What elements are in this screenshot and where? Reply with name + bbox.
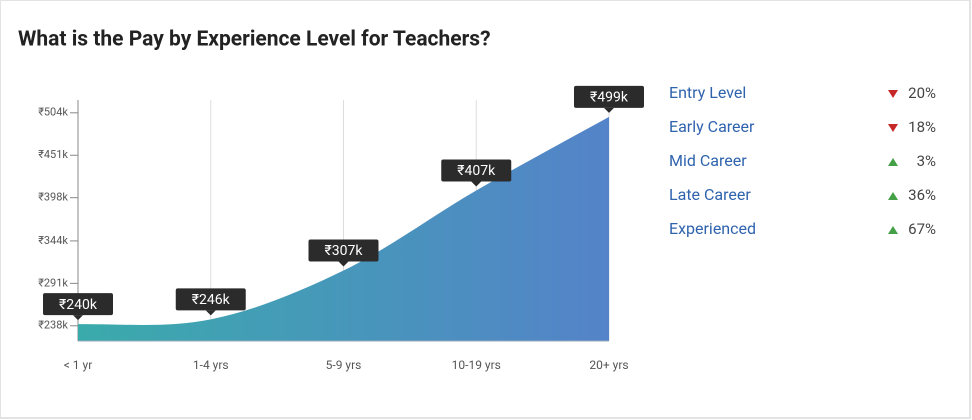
value-label: ₹307k <box>308 239 379 267</box>
level-name: Mid Career <box>669 151 747 170</box>
label-pointer <box>471 181 482 187</box>
value-label-text: ₹246k <box>192 292 231 308</box>
label-pointer <box>338 261 349 267</box>
trend-arrow <box>888 124 898 132</box>
value-label-text: ₹499k <box>590 90 629 106</box>
y-tick-label: ₹238k <box>38 319 68 332</box>
level-name: Early Career <box>669 117 755 136</box>
page-title: What is the Pay by Experience Level for … <box>18 28 491 52</box>
trend-arrow <box>888 90 898 98</box>
level-name: Experienced <box>669 219 756 238</box>
label-box <box>574 85 644 108</box>
value-label: ₹240k <box>43 293 113 321</box>
value-label: ₹407k <box>441 159 512 187</box>
y-tick-label: ₹344k <box>38 234 68 247</box>
label-box <box>43 293 113 316</box>
y-tick-label: ₹291k <box>38 276 68 289</box>
trend-arrow <box>888 158 898 166</box>
value-label-text: ₹240k <box>59 297 98 313</box>
x-tick-label: 20+ yrs <box>589 358 628 372</box>
level-name: Entry Level <box>669 83 746 102</box>
label-box <box>308 239 379 262</box>
label-pointer <box>205 310 216 316</box>
value-label-text: ₹407k <box>457 163 496 179</box>
label-pointer <box>604 107 614 113</box>
pay-change: 67% <box>908 220 936 238</box>
trend-arrow <box>888 226 898 234</box>
value-label: ₹246k <box>175 288 246 316</box>
y-tick-label: ₹398k <box>38 191 68 204</box>
value-label-text: ₹307k <box>325 243 364 259</box>
y-tick-label: ₹451k <box>38 148 68 161</box>
x-tick-label: 10-19 yrs <box>452 358 501 372</box>
area <box>78 116 609 341</box>
pay-change: 3% <box>917 152 936 170</box>
trend-arrow <box>888 192 898 200</box>
value-label: ₹499k <box>574 85 644 113</box>
pay-change: 36% <box>908 186 936 204</box>
x-tick-label: < 1 yr <box>64 358 93 372</box>
x-tick-label: 1-4 yrs <box>193 358 229 372</box>
level-name: Late Career <box>669 185 751 204</box>
label-box <box>441 159 512 182</box>
label-box <box>175 288 246 311</box>
y-tick-label: ₹504k <box>38 106 68 119</box>
label-pointer <box>73 315 83 321</box>
pay-change: 18% <box>908 118 936 136</box>
pay-change: 20% <box>908 84 936 102</box>
x-tick-label: 5-9 yrs <box>326 358 362 372</box>
